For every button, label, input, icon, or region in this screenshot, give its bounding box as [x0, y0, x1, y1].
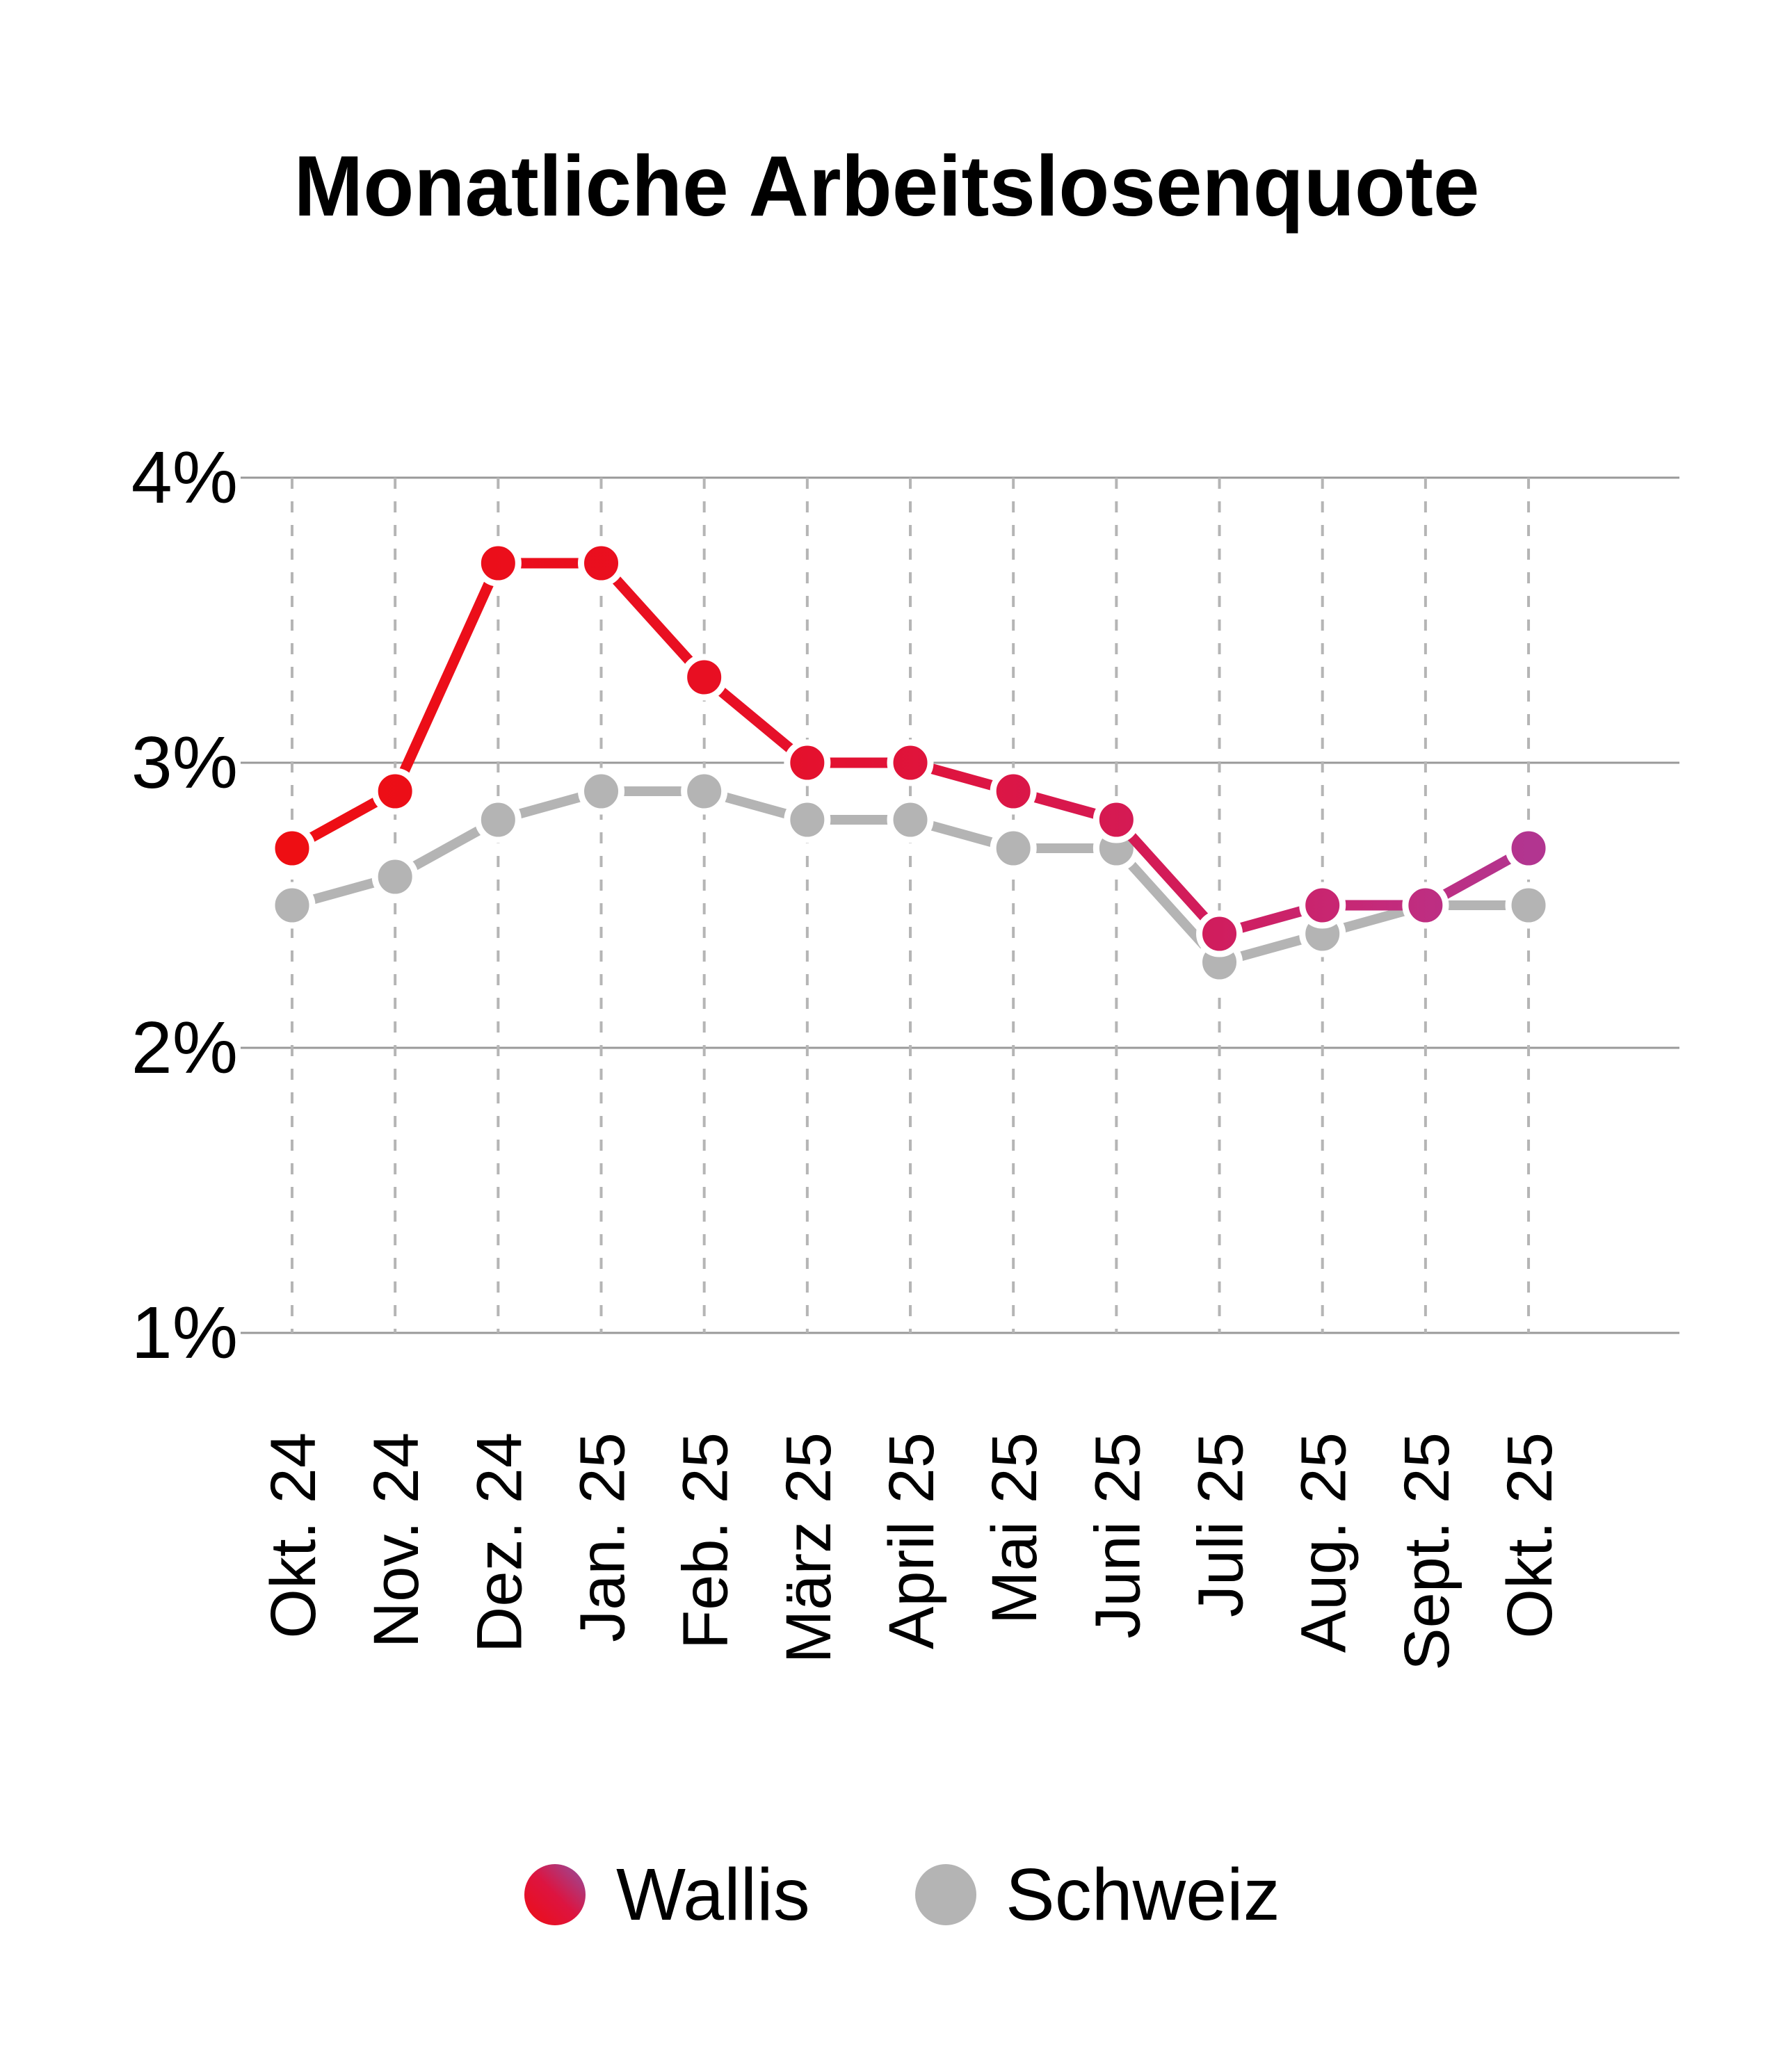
wallis-point-Juni 25 — [1092, 796, 1140, 843]
y-tick-label-1%: 1% — [131, 1292, 238, 1374]
wallis-point-Okt. 25 — [1505, 825, 1552, 872]
wallis-point-Juli 25 — [1196, 910, 1243, 957]
x-tick-label-Mai 25: Mai 25 — [979, 1432, 1050, 1624]
legend-label-wallis: Wallis — [616, 1854, 810, 1936]
wallis-point-Aug. 25 — [1299, 882, 1346, 929]
schweiz-point-Okt. 24 — [268, 882, 316, 929]
schweiz-point-Nov. 24 — [371, 853, 419, 900]
y-axis-tick-labels: 4% 3% 2% 1% — [131, 437, 238, 1374]
schweiz-point-April 25 — [887, 796, 934, 843]
x-tick-label-März 25: März 25 — [773, 1432, 844, 1663]
schweiz-point-März 25 — [784, 796, 831, 843]
series-wallis — [268, 540, 1552, 957]
x-tick-label-April 25: April 25 — [876, 1432, 947, 1649]
x-tick-label-Juli 25: Juli 25 — [1186, 1432, 1257, 1617]
y-tick-label-4%: 4% — [131, 437, 238, 519]
y-tick-label-3%: 3% — [131, 722, 238, 804]
wallis-point-Nov. 24 — [371, 768, 419, 815]
wallis-point-Okt. 24 — [268, 825, 316, 872]
schweiz-point-Jan. 25 — [578, 768, 625, 815]
schweiz-point-Feb. 25 — [681, 768, 728, 815]
legend-label-schweiz: Schweiz — [1006, 1854, 1280, 1936]
x-tick-label-Sept. 25: Sept. 25 — [1392, 1432, 1462, 1671]
schweiz-point-Mai 25 — [990, 825, 1037, 872]
x-tick-label-Feb. 25: Feb. 25 — [670, 1432, 741, 1649]
wallis-point-Jan. 25 — [578, 540, 625, 587]
wallis-point-Sept. 25 — [1402, 882, 1449, 929]
chart-title: Monatliche Arbeitslosenquote — [294, 139, 1480, 234]
x-tick-label-Nov. 24: Nov. 24 — [361, 1432, 432, 1648]
x-axis-tick-labels: Okt. 24 Nov. 24 Dez. 24 Jan. 25 Feb. 25 März … — [258, 1432, 1565, 1671]
y-tick-label-2%: 2% — [131, 1007, 238, 1089]
wallis-point-Mai 25 — [990, 768, 1037, 815]
x-tick-label-Okt. 25: Okt. 25 — [1494, 1432, 1565, 1639]
wallis-point-Dez. 24 — [474, 540, 522, 587]
legend-dot-wallis — [524, 1864, 586, 1925]
x-tick-label-Okt. 24: Okt. 24 — [258, 1432, 329, 1639]
x-tick-label-Juni 25: Juni 25 — [1082, 1432, 1153, 1639]
legend: Wallis Schweiz — [524, 1854, 1280, 1936]
legend-dot-schweiz — [915, 1864, 976, 1925]
schweiz-point-Okt. 25 — [1505, 882, 1552, 929]
horizontal-gridlines — [241, 476, 1679, 1334]
schweiz-point-Dez. 24 — [474, 796, 522, 843]
x-tick-label-Jan. 25: Jan. 25 — [567, 1432, 638, 1642]
wallis-point-April 25 — [887, 739, 934, 786]
wallis-point-März 25 — [784, 739, 831, 786]
wallis-point-Feb. 25 — [681, 654, 728, 701]
x-tick-label-Aug. 25: Aug. 25 — [1289, 1432, 1360, 1653]
x-tick-label-Dez. 24: Dez. 24 — [464, 1432, 535, 1653]
